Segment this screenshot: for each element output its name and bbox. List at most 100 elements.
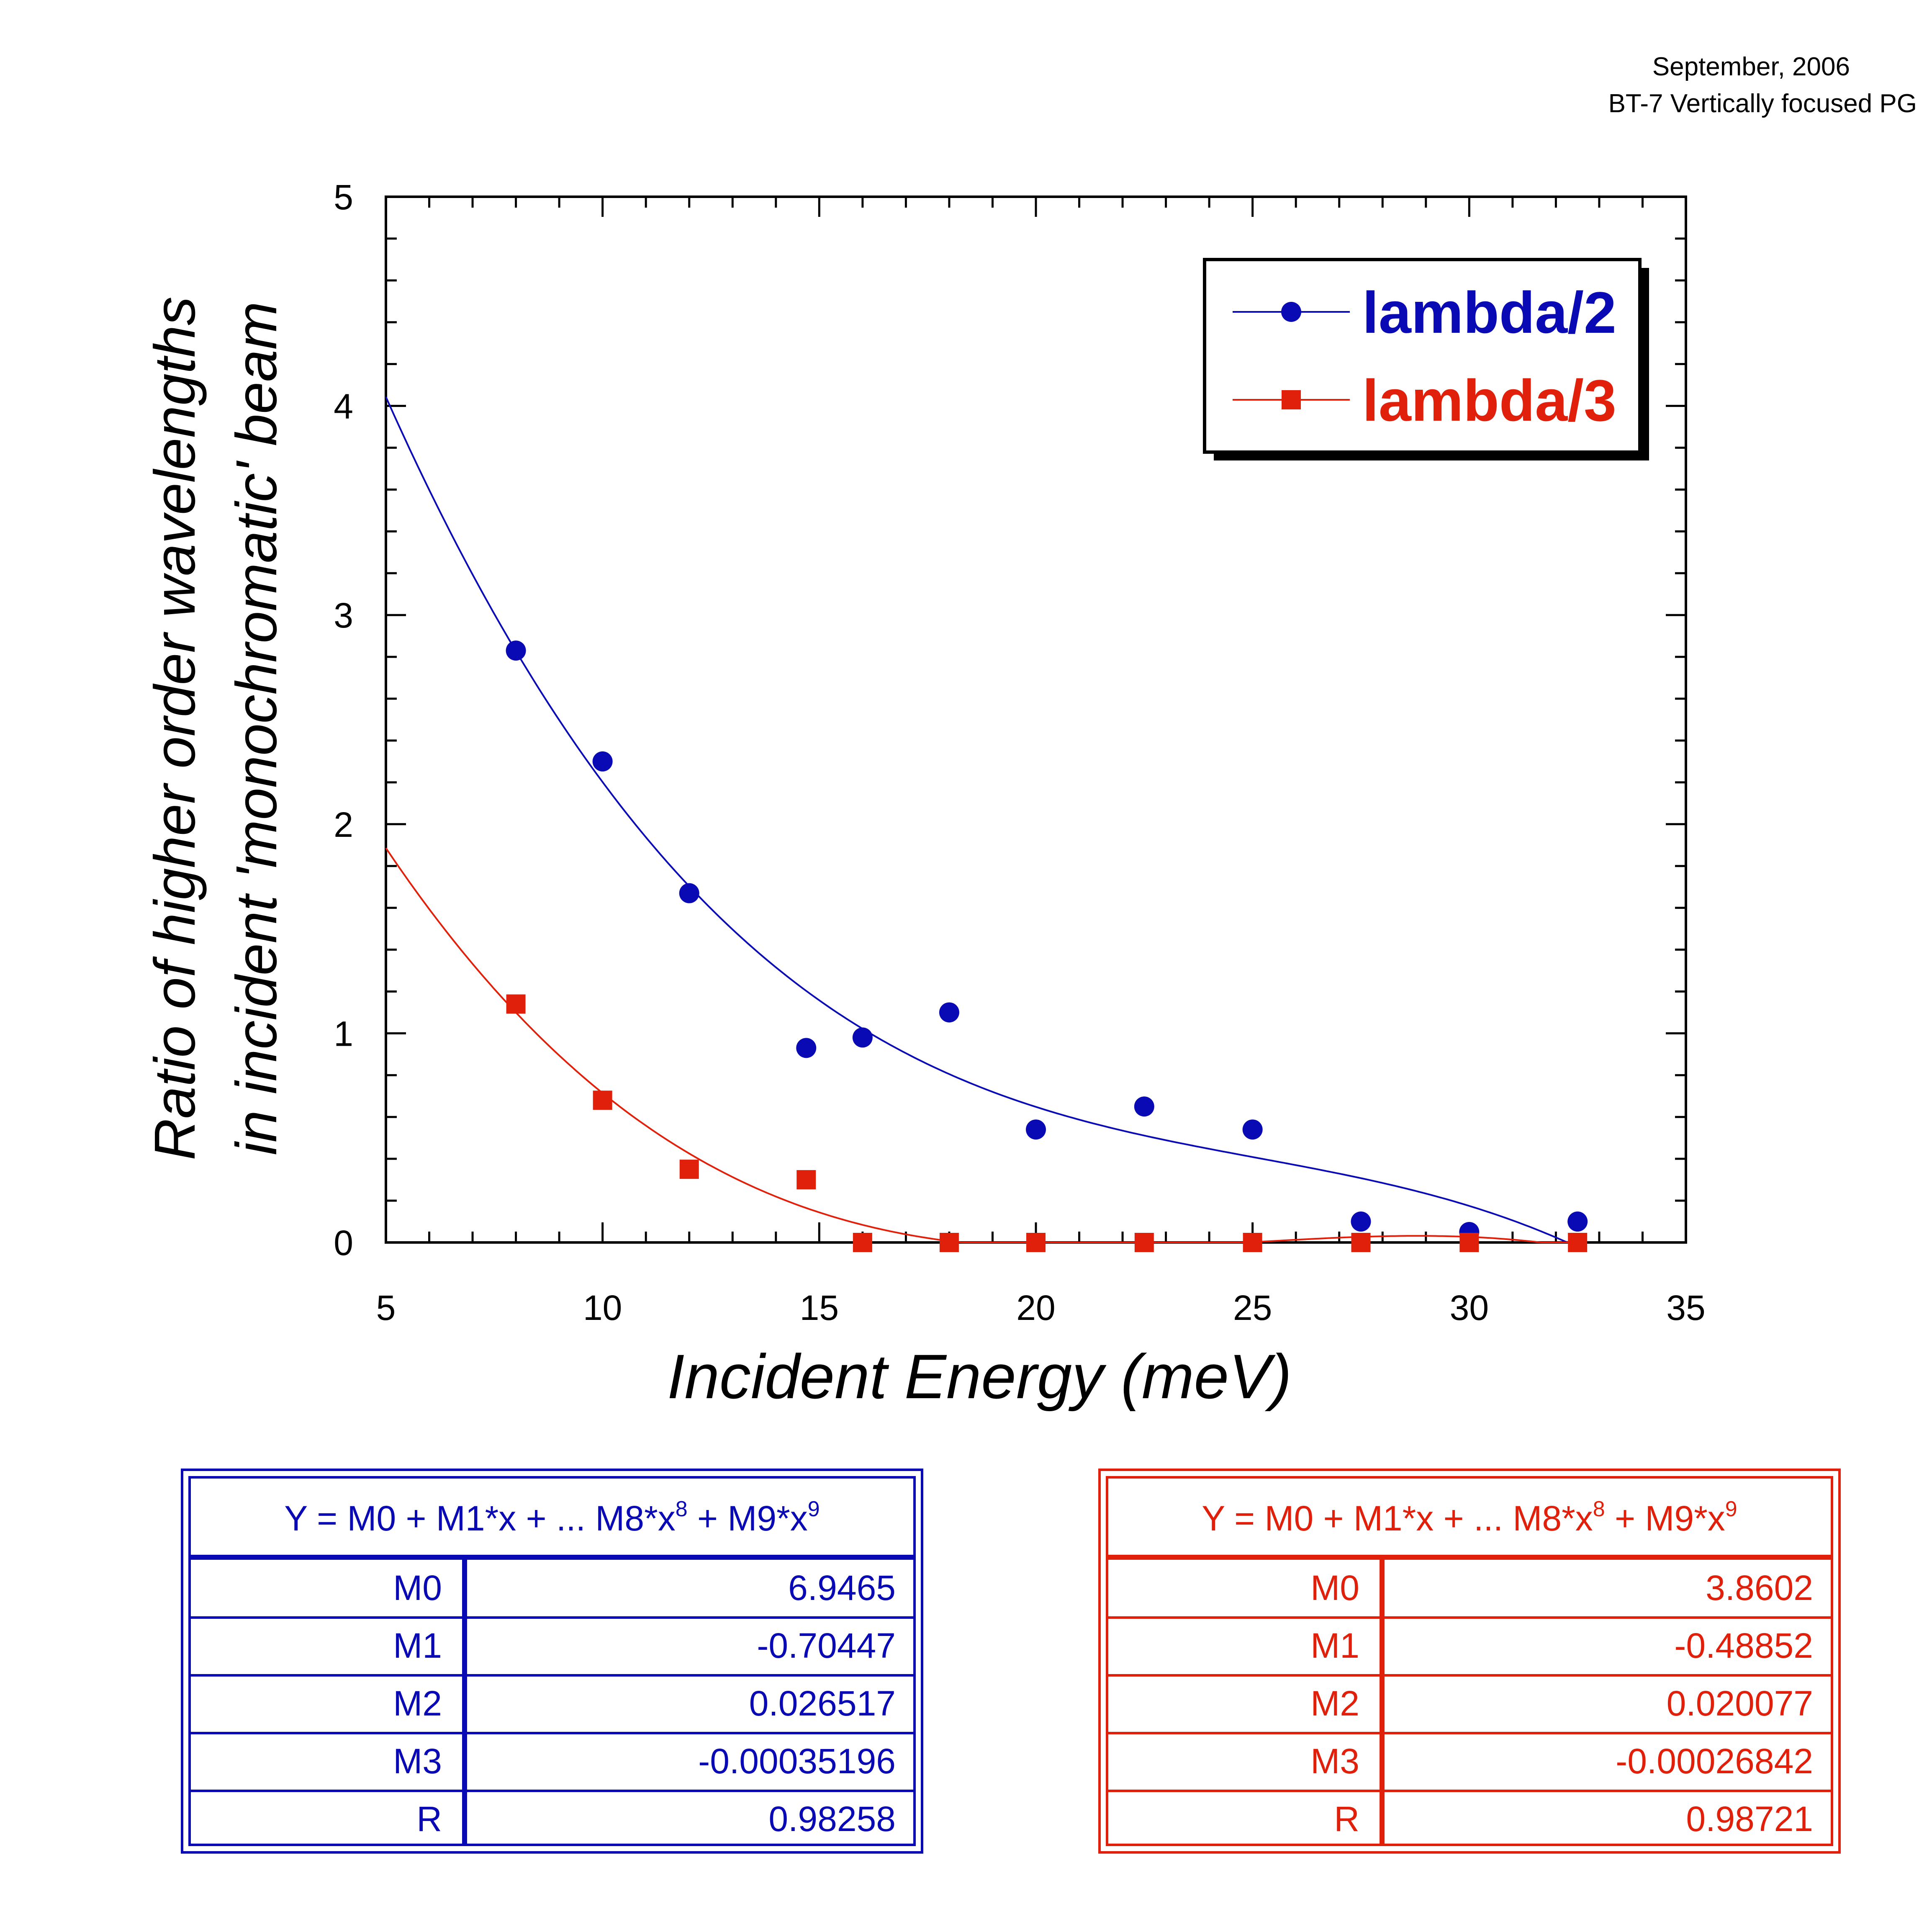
fit-param-name: M3 [393, 1741, 442, 1781]
fit-header-divider [191, 1555, 913, 1560]
x-tick-label: 15 [800, 1288, 839, 1327]
fit-row: R 0.98721 [1108, 1791, 1831, 1847]
y-tick-label: 1 [334, 1014, 353, 1053]
fit-param-name: M1 [393, 1626, 442, 1665]
fit-param-value: 0.020077 [1666, 1684, 1813, 1723]
fit-table-inner: Y = M0 + M1*x + ... M8*x8 + M9*x9 M0 6.9… [188, 1476, 916, 1846]
data-point-lambda3 [1568, 1233, 1588, 1252]
fit-row: M1 -0.70447 [191, 1618, 913, 1674]
y-tick-label: 0 [334, 1223, 353, 1263]
fit-row: M0 3.8602 [1108, 1560, 1831, 1616]
y-tick-label: 3 [334, 596, 353, 635]
fit-table-outer-border [1098, 1469, 1841, 1854]
data-point-lambda3 [939, 1233, 959, 1252]
data-point-lambda2 [852, 1027, 873, 1048]
fit-row: M2 0.020077 [1108, 1675, 1831, 1732]
fit-param-name: M0 [1310, 1568, 1359, 1608]
data-point-lambda2 [1026, 1119, 1046, 1140]
data-point-lambda2 [506, 640, 526, 661]
fit-equation: Y = M0 + M1*x + ... M8*x8 + M9*x9 [1108, 1479, 1831, 1558]
x-tick-label: 5 [376, 1288, 396, 1327]
fit-param-value: -0.48852 [1674, 1626, 1813, 1665]
data-point-lambda2 [1567, 1211, 1588, 1232]
fit-column-divider [462, 1558, 467, 1844]
data-point-lambda3 [1351, 1233, 1371, 1252]
fit-row-divider [1108, 1732, 1831, 1734]
y-tick-label: 4 [334, 387, 353, 426]
fit-param-value: -0.70447 [757, 1626, 896, 1665]
data-point-lambda2 [939, 1002, 959, 1023]
plot-area: 5 10 15 20 25 30 35 0 1 2 3 4 5 [334, 177, 1705, 1327]
fit-row-divider [191, 1616, 913, 1619]
x-axis-label: Incident Energy (meV) [667, 1341, 1292, 1412]
fit-curve-lambda2 [385, 396, 1578, 1243]
fit-row-divider [1108, 1674, 1831, 1677]
fit-param-value: 0.98258 [768, 1799, 896, 1839]
x-tick-label: 20 [1016, 1288, 1055, 1327]
x-tick-label: 30 [1450, 1288, 1489, 1327]
x-tick-label: 35 [1666, 1288, 1705, 1327]
y-tick-label: 2 [334, 805, 353, 844]
legend-marker-lambda2 [1281, 302, 1301, 322]
data-point-lambda2 [1242, 1119, 1263, 1140]
fit-column-divider [1380, 1558, 1385, 1844]
data-point-lambda3 [853, 1233, 872, 1252]
fit-param-name: M0 [393, 1568, 442, 1608]
legend: lambda/2 lambda/3 [1203, 258, 1649, 460]
fit-param-value: 6.9465 [788, 1568, 896, 1608]
data-point-lambda3 [506, 994, 526, 1014]
fit-row: M2 0.026517 [191, 1675, 913, 1732]
fit-row: M3 -0.00035196 [191, 1733, 913, 1790]
fit-row: R 0.98258 [191, 1791, 913, 1847]
fit-row-divider [191, 1790, 913, 1792]
fit-param-value: 0.026517 [749, 1684, 896, 1723]
fit-param-name: M2 [393, 1684, 442, 1723]
data-point-lambda3 [593, 1091, 612, 1110]
header-instrument: BT-7 Vertically focused PG [1608, 89, 1917, 118]
data-point-lambda3 [1459, 1233, 1479, 1252]
x-tick-label: 10 [583, 1288, 622, 1327]
header-date: September, 2006 [1652, 52, 1850, 81]
fit-row: M3 -0.00026842 [1108, 1733, 1831, 1790]
y-axis-label-line2: in incident 'monochromatic' beam [224, 301, 289, 1155]
fit-row-divider [1108, 1790, 1831, 1792]
data-point-lambda2 [592, 751, 613, 772]
x-tick-label: 25 [1233, 1288, 1272, 1327]
fit-equation-main: Y = M0 + M1*x + ... M8*x [284, 1499, 676, 1538]
data-point-lambda3 [679, 1160, 699, 1179]
fit-param-value: -0.00035196 [698, 1741, 896, 1781]
data-point-lambda3 [1026, 1233, 1046, 1252]
fit-curve-lambda3 [385, 847, 1578, 1243]
fit-equation-mid: + M9*x [1605, 1499, 1725, 1538]
data-point-lambda3 [1243, 1233, 1262, 1252]
fit-param-name: M2 [1310, 1684, 1359, 1723]
fit-row-divider [1108, 1616, 1831, 1619]
legend-label-lambda2: lambda/2 [1362, 280, 1616, 345]
y-tick-label: 5 [334, 177, 353, 217]
fit-equation-exp1: 8 [1593, 1497, 1605, 1521]
data-point-lambda3 [1134, 1233, 1154, 1252]
fit-row: M1 -0.48852 [1108, 1618, 1831, 1674]
fit-param-name: M1 [1310, 1626, 1359, 1665]
data-point-lambda2 [1351, 1211, 1371, 1232]
fit-table-lambda3: Y = M0 + M1*x + ... M8*x8 + M9*x9 M0 3.8… [1098, 1469, 1841, 1854]
legend-marker-lambda3 [1282, 390, 1301, 409]
fit-param-name: R [1334, 1799, 1359, 1839]
data-point-lambda2 [796, 1038, 817, 1058]
fit-row-divider [191, 1674, 913, 1677]
legend-box [1203, 258, 1642, 454]
fit-equation-exp2: 9 [1725, 1497, 1737, 1521]
data-point-lambda2 [679, 883, 699, 903]
fit-table-outer-border [181, 1469, 923, 1854]
fit-param-name: M3 [1310, 1741, 1359, 1781]
fit-header-divider [1108, 1555, 1831, 1560]
fit-equation-mid: + M9*x [687, 1499, 808, 1538]
fit-table-inner: Y = M0 + M1*x + ... M8*x8 + M9*x9 M0 3.8… [1106, 1476, 1833, 1846]
fit-row-divider [191, 1732, 913, 1734]
data-point-lambda3 [796, 1170, 816, 1190]
data-point-lambda2 [1134, 1096, 1154, 1117]
y-axis-label-line1: Ratio of higher order wavelengths [143, 296, 207, 1160]
fit-equation-main: Y = M0 + M1*x + ... M8*x [1202, 1499, 1593, 1538]
fit-equation-exp1: 8 [675, 1497, 688, 1521]
